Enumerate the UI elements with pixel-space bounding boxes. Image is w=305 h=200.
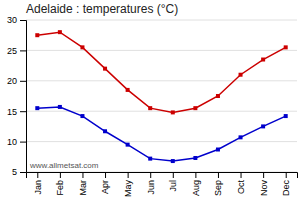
marker: [148, 157, 152, 161]
tick-mark: [20, 142, 26, 143]
marker: [148, 106, 152, 110]
marker: [80, 114, 84, 118]
axis-line: [27, 173, 298, 179]
line: [37, 107, 285, 161]
y-tick-label: 30: [7, 15, 17, 25]
x-tick: Dec: [281, 172, 291, 196]
x-axis: Jan Feb Mar Apr May Jun Jul Aug Sep Oct Nov Dec: [27, 172, 298, 197]
series: [35, 30, 287, 114]
grid-line: [26, 80, 297, 81]
tick-mark: [195, 172, 196, 178]
marker: [216, 94, 220, 98]
x-tick-label: Nov: [259, 180, 269, 197]
tick-mark: [286, 172, 287, 178]
marker: [284, 45, 288, 49]
tick-mark: [150, 172, 151, 178]
marker: [171, 159, 175, 163]
tick-mark: [173, 172, 174, 178]
marker: [239, 73, 243, 77]
x-tick-label: Aug: [191, 180, 201, 196]
y-tick: 25: [7, 46, 26, 56]
x-tick: Oct: [236, 172, 246, 194]
y-tick-label: 10: [7, 137, 17, 147]
x-tick-label: Sep: [213, 180, 223, 196]
y-tick: 30: [7, 15, 26, 25]
marker: [171, 110, 175, 114]
tick-mark: [218, 172, 219, 178]
x-tick: May: [123, 172, 133, 197]
chart: 5 10 15 20 25 30 Jan Feb Mar Apr May Jun Jul Aug Sep Oc…: [0, 0, 305, 200]
x-tick: Jan: [33, 172, 43, 195]
annotation: www.allmetsat.com: [29, 161, 99, 170]
marker: [193, 106, 197, 110]
tick-mark: [37, 172, 38, 178]
marker: [216, 148, 220, 152]
line: [37, 32, 285, 112]
x-tick: Jun: [146, 172, 156, 195]
marker: [103, 67, 107, 71]
x-tick: Aug: [191, 172, 201, 196]
y-tick-label: 5: [12, 167, 17, 177]
marker: [261, 58, 265, 62]
y-tick: 15: [7, 107, 26, 117]
marks: [35, 30, 287, 163]
y-tick-label: 25: [7, 46, 17, 56]
x-tick-label: Mar: [78, 180, 88, 196]
marker: [58, 30, 62, 34]
series: [35, 105, 287, 163]
x-tick-label: Jun: [146, 180, 156, 195]
marker: [193, 156, 197, 160]
x-tick: Sep: [213, 172, 223, 196]
y-tick-label: 15: [7, 107, 17, 117]
tick-mark: [20, 81, 26, 82]
marker: [284, 114, 288, 118]
x-tick: Feb: [55, 172, 65, 196]
plot: 5 10 15 20 25 30 Jan Feb Mar Apr May Jun Jul Aug Sep Oc…: [7, 15, 298, 197]
tick-mark: [20, 50, 26, 51]
tick-mark: [105, 172, 106, 178]
grid-line: [26, 50, 297, 51]
x-tick-label: Dec: [281, 180, 291, 197]
axis-line: [20, 21, 27, 173]
x-tick-label: Jan: [33, 180, 43, 195]
marker: [239, 135, 243, 139]
x-tick: Jul: [168, 172, 178, 192]
marker: [126, 88, 130, 92]
marker: [80, 45, 84, 49]
title: Adelaide : temperatures (°C): [26, 2, 178, 16]
tick-mark: [20, 172, 26, 173]
y-tick: 5: [12, 167, 26, 177]
x-tick-label: Jul: [168, 180, 178, 192]
x-tick-label: Oct: [236, 180, 246, 195]
tick-mark: [241, 172, 242, 178]
tick-mark: [20, 111, 26, 112]
grid-line: [26, 141, 297, 142]
y-tick: 20: [7, 76, 26, 86]
tick-mark: [82, 172, 83, 178]
y-tick: 10: [7, 137, 26, 147]
x-tick-label: Feb: [55, 180, 65, 196]
tick-mark: [20, 20, 26, 21]
y-tick-label: 20: [7, 76, 17, 86]
x-tick: Apr: [100, 172, 110, 194]
y-axis: 5 10 15 20 25 30: [7, 15, 27, 177]
marker: [35, 106, 39, 110]
x-tick: Mar: [78, 172, 88, 196]
marker: [126, 143, 130, 147]
x-tick-label: May: [123, 180, 133, 198]
grid: [26, 20, 297, 172]
x-tick-label: Apr: [100, 180, 110, 194]
marker: [103, 129, 107, 133]
marker: [58, 105, 62, 109]
marker: [35, 33, 39, 37]
x-tick: Nov: [259, 172, 269, 196]
tick-mark: [60, 172, 61, 178]
tick-mark: [263, 172, 264, 178]
grid-line: [26, 20, 297, 21]
tick-mark: [128, 172, 129, 178]
marker: [261, 124, 265, 128]
